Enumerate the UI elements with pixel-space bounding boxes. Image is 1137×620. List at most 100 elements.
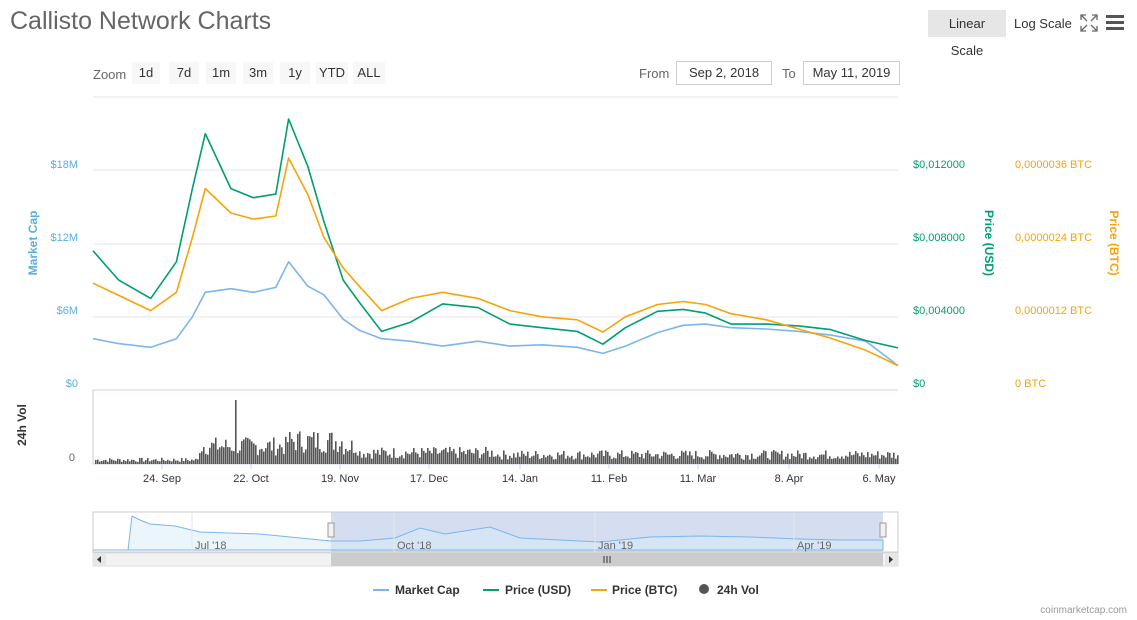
x-tick-label: 24. Sep [143, 473, 181, 485]
legend-price-btc[interactable]: Price (BTC) [612, 583, 677, 597]
volume-bar [571, 455, 573, 464]
volume-bar [277, 448, 279, 464]
price-chart[interactable]: $0 $6M $12M $18M Market Cap $0 $0,004000… [0, 0, 1137, 600]
y-btc-tick-3: 0,0000036 BTC [1015, 159, 1092, 171]
volume-bar [663, 451, 665, 464]
linear-scale-button[interactable]: Linear Scale [928, 10, 1006, 58]
volume-bar [191, 459, 193, 464]
volume-bar [121, 461, 123, 464]
volume-bar [379, 454, 381, 464]
volume-bar [197, 459, 199, 464]
volume-bar [653, 456, 655, 464]
zoom-1m-button[interactable]: 1m [206, 62, 236, 84]
volume-bar [469, 449, 471, 464]
zoom-3m-button[interactable]: 3m [243, 62, 273, 84]
volume-bar [183, 461, 185, 464]
legend-price-usd[interactable]: Price (USD) [505, 583, 571, 597]
volume-bar [727, 457, 729, 464]
zoom-all-button[interactable]: ALL [353, 62, 385, 84]
volume-bar [753, 458, 755, 464]
volume-bar [891, 457, 893, 464]
y-left-tick-0: $0 [66, 378, 78, 390]
scrollbar[interactable] [92, 552, 899, 567]
volume-bar [515, 457, 517, 464]
volume-bar [549, 454, 551, 464]
volume-bar [829, 456, 831, 464]
volume-bar [835, 458, 837, 464]
volume-bar [871, 453, 873, 464]
navigator-left-handle[interactable] [327, 522, 335, 538]
series-line-price-usd [92, 118, 899, 349]
volume-bar [889, 452, 891, 464]
volume-bar [179, 461, 181, 464]
volume-bar [777, 452, 779, 464]
volume-bar [167, 459, 169, 464]
menu-icon[interactable] [1106, 15, 1124, 31]
volume-bar [377, 449, 379, 464]
volume-bar [273, 437, 275, 464]
legend-volume[interactable]: 24h Vol [717, 583, 759, 597]
volume-bar [367, 453, 369, 464]
legend-market-cap[interactable]: Market Cap [395, 583, 460, 597]
volume-bar [643, 458, 645, 464]
volume-bar [565, 458, 567, 464]
volume-bar [371, 458, 373, 464]
series-line-market-cap [92, 260, 899, 367]
navigator-label: Jan '19 [598, 540, 633, 552]
volume-bar [781, 450, 783, 464]
zoom-ytd-button[interactable]: YTD [316, 62, 348, 84]
volume-bar [647, 450, 649, 464]
volume-bar [243, 439, 245, 464]
volume-bar [623, 456, 625, 464]
zoom-7d-button[interactable]: 7d [169, 62, 199, 84]
volume-bar [289, 432, 291, 464]
volume-bar [457, 457, 459, 464]
volume-bar [583, 454, 585, 464]
volume-bar [155, 459, 157, 464]
volume-bar [587, 456, 589, 464]
volume-bar [665, 452, 667, 464]
volume-bar [245, 437, 247, 464]
volume-bar [787, 453, 789, 464]
volume-bar [241, 441, 243, 464]
volume-bar [585, 456, 587, 464]
volume-bar [659, 458, 661, 464]
volume-bar [387, 455, 389, 464]
navigator-right-handle[interactable] [879, 522, 887, 538]
volume-bar [317, 433, 319, 464]
volume-bar [897, 455, 899, 464]
volume-bar [595, 457, 597, 464]
volume-bar [491, 450, 493, 464]
volume-bar [101, 461, 103, 464]
fullscreen-icon[interactable] [1080, 14, 1098, 32]
volume-bar [281, 447, 283, 464]
volume-bar [475, 448, 477, 464]
volume-bar [841, 456, 843, 464]
volume-bar [801, 458, 803, 464]
volume-bar [671, 453, 673, 464]
zoom-1y-button[interactable]: 1y [280, 62, 310, 84]
page-title: Callisto Network Charts [10, 7, 272, 35]
volume-bar [257, 455, 259, 464]
volume-bar [683, 452, 685, 464]
volume-bar [173, 458, 175, 464]
volume-bar [589, 457, 591, 464]
volume-bar [115, 460, 117, 464]
from-date-input[interactable] [676, 61, 772, 85]
zoom-1d-button[interactable]: 1d [132, 62, 160, 84]
volume-bar [779, 454, 781, 464]
volume-bar [221, 446, 223, 464]
x-tick-label: 6. May [862, 473, 896, 485]
volume-bar [825, 450, 827, 464]
volume-bar [681, 450, 683, 464]
volume-bar [773, 450, 775, 464]
volume-bar [227, 447, 229, 464]
log-scale-button[interactable]: Log Scale [1014, 16, 1072, 31]
volume-bar [349, 450, 351, 464]
volume-bar [235, 400, 237, 464]
navigator[interactable]: Jul '18 Oct '18 Jan '19 Apr '19 [92, 511, 899, 553]
volume-bar [125, 461, 127, 464]
to-date-input[interactable] [803, 61, 900, 85]
volume-bar [637, 452, 639, 464]
volume-bar [119, 459, 121, 464]
